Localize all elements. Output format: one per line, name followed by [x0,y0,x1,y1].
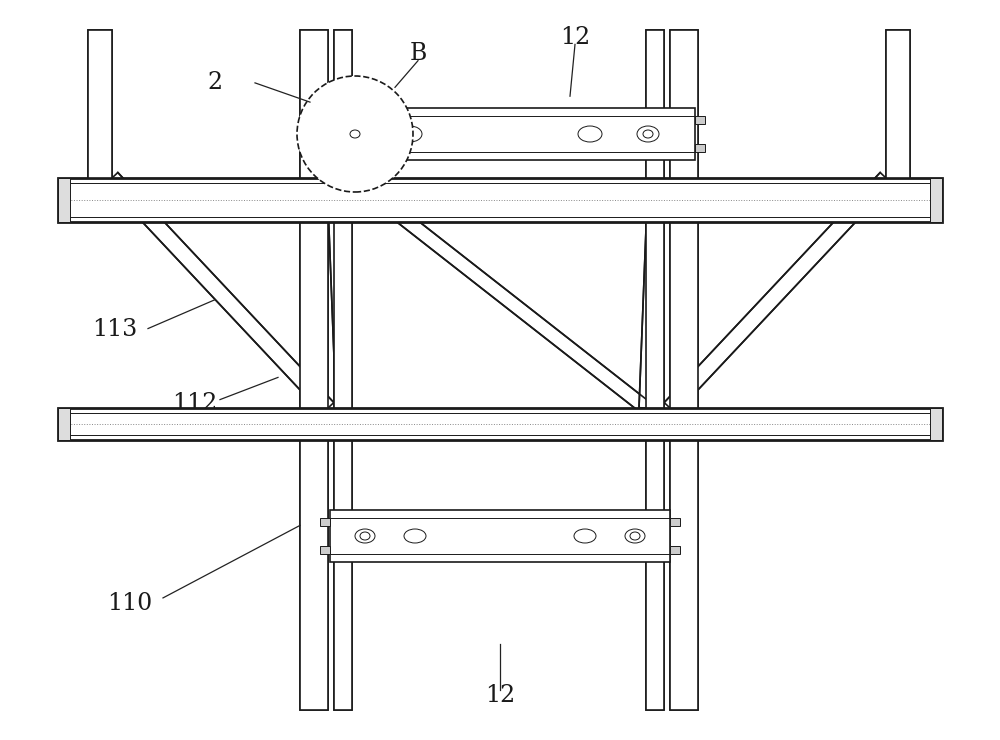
Bar [646,30,664,710]
Ellipse shape [630,532,640,540]
Polygon shape [348,172,650,414]
Ellipse shape [404,529,426,543]
Ellipse shape [637,126,659,142]
Bar [886,30,910,178]
Bar [310,108,695,160]
Bar [320,518,330,526]
Bar [930,178,942,222]
Ellipse shape [355,529,375,543]
Ellipse shape [578,126,602,142]
Bar [670,30,698,710]
Text: 12: 12 [485,684,515,707]
Polygon shape [639,178,662,408]
Text: 2: 2 [207,71,223,95]
Bar [695,144,705,152]
Bar [88,30,112,178]
Ellipse shape [350,130,360,138]
Bar [58,178,70,222]
Ellipse shape [625,529,645,543]
Ellipse shape [643,130,653,138]
Bar [58,408,70,440]
Bar [670,518,680,526]
Bar [695,116,705,124]
Polygon shape [327,178,350,408]
Bar [646,30,664,710]
Ellipse shape [360,532,370,540]
Bar [334,30,352,710]
Bar [930,408,942,440]
Ellipse shape [398,126,422,142]
Text: 112: 112 [172,391,218,415]
Bar [886,30,910,178]
Circle shape [297,76,413,192]
Bar [300,116,310,124]
Ellipse shape [344,126,366,142]
Bar [88,30,112,178]
Bar [58,408,942,440]
Polygon shape [664,172,892,414]
Bar [670,546,680,554]
Bar [300,144,310,152]
Bar [300,30,328,710]
Text: 12: 12 [560,25,590,49]
Text: 113: 113 [92,317,138,341]
Polygon shape [106,172,334,414]
Text: B: B [409,41,427,65]
Bar [320,546,330,554]
Bar [334,30,352,710]
Bar [330,510,670,562]
Bar [670,30,698,710]
Bar [300,30,328,710]
Ellipse shape [574,529,596,543]
Bar [58,178,942,222]
Text: 110: 110 [107,591,153,615]
